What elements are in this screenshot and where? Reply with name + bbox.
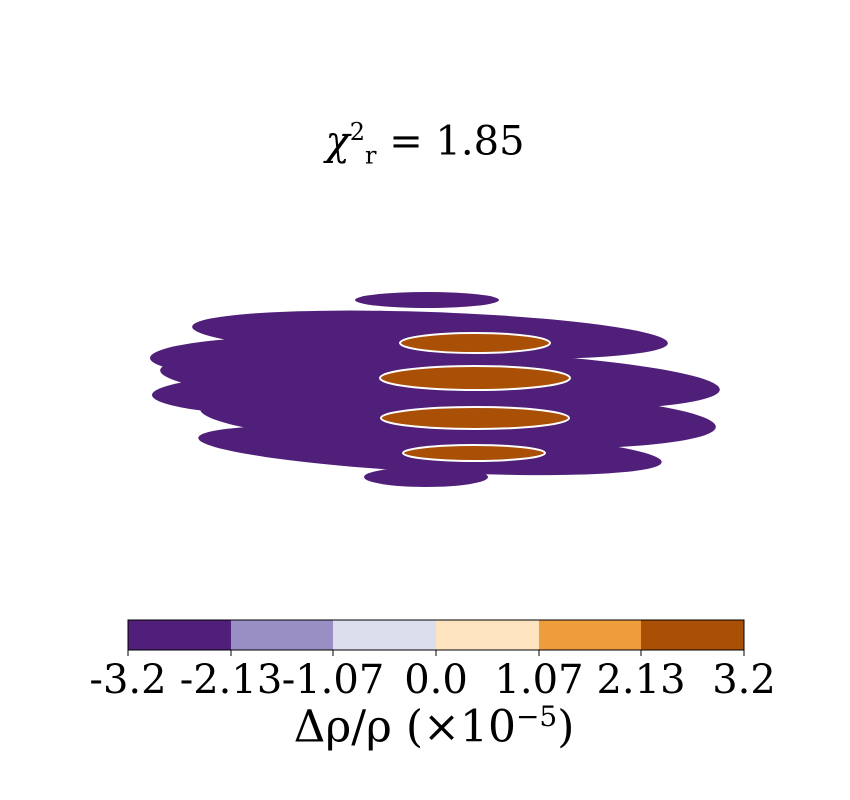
- colorbar-segment-0: [128, 620, 231, 650]
- colorbar-label: Δρ/ρ (×10−5): [0, 700, 850, 753]
- chart-title: χ2r = 1.85: [0, 118, 850, 169]
- colorbar-tick-label-6: 3.2: [712, 657, 776, 703]
- negative-lobe-top-small: [355, 292, 499, 308]
- colorbar-segment-3: [436, 620, 539, 650]
- contour-map: [150, 292, 720, 487]
- title-value: 1.85: [435, 118, 525, 165]
- colorbar-label-close: ): [557, 701, 575, 753]
- colorbar-tick-label-4: 1.07: [494, 657, 583, 703]
- colorbar-segment-1: [230, 620, 334, 650]
- title-equals: =: [376, 118, 436, 165]
- title-superscript: 2: [349, 118, 366, 146]
- colorbar-tick-label-3: 0.0: [404, 657, 468, 703]
- colorbar-segment-4: [538, 620, 642, 650]
- title-symbol: χ: [325, 118, 350, 165]
- positive-bands: [379, 332, 571, 462]
- colorbar-label-text: Δρ/ρ (×10: [293, 701, 516, 753]
- colorbar-label-exponent: −5: [515, 700, 558, 733]
- positive-band-1: [399, 332, 551, 354]
- positive-band-4: [402, 444, 546, 462]
- colorbar-segment-2: [333, 620, 436, 650]
- positive-band-3: [380, 406, 570, 430]
- colorbar-tick-label-5: 2.13: [596, 657, 685, 703]
- positive-band-2: [379, 365, 571, 391]
- colorbar-segment-5: [641, 620, 744, 650]
- colorbar-ticks: -3.2 -2.13 -1.07 0.0 1.07 2.13 3.2: [89, 650, 776, 703]
- colorbar-tick-label-2: -1.07: [282, 657, 385, 703]
- title-subscript: r: [365, 141, 377, 170]
- colorbar-tick-label-0: -3.2: [89, 657, 166, 703]
- colorbar: [127, 619, 745, 651]
- colorbar-tick-label-1: -2.13: [180, 657, 283, 703]
- negative-lobe-bottom-small: [364, 467, 488, 487]
